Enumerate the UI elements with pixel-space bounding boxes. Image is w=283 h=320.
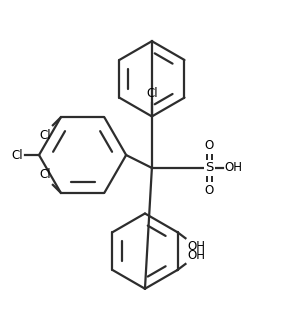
Text: Cl: Cl xyxy=(39,168,51,181)
Text: OH: OH xyxy=(187,240,205,253)
Text: O: O xyxy=(205,184,214,197)
Text: OH: OH xyxy=(187,249,205,262)
Text: O: O xyxy=(205,139,214,152)
Text: OH: OH xyxy=(224,161,242,174)
Text: Cl: Cl xyxy=(39,129,51,142)
Text: Cl: Cl xyxy=(12,148,23,162)
Text: S: S xyxy=(205,161,213,174)
Text: Cl: Cl xyxy=(146,87,158,100)
